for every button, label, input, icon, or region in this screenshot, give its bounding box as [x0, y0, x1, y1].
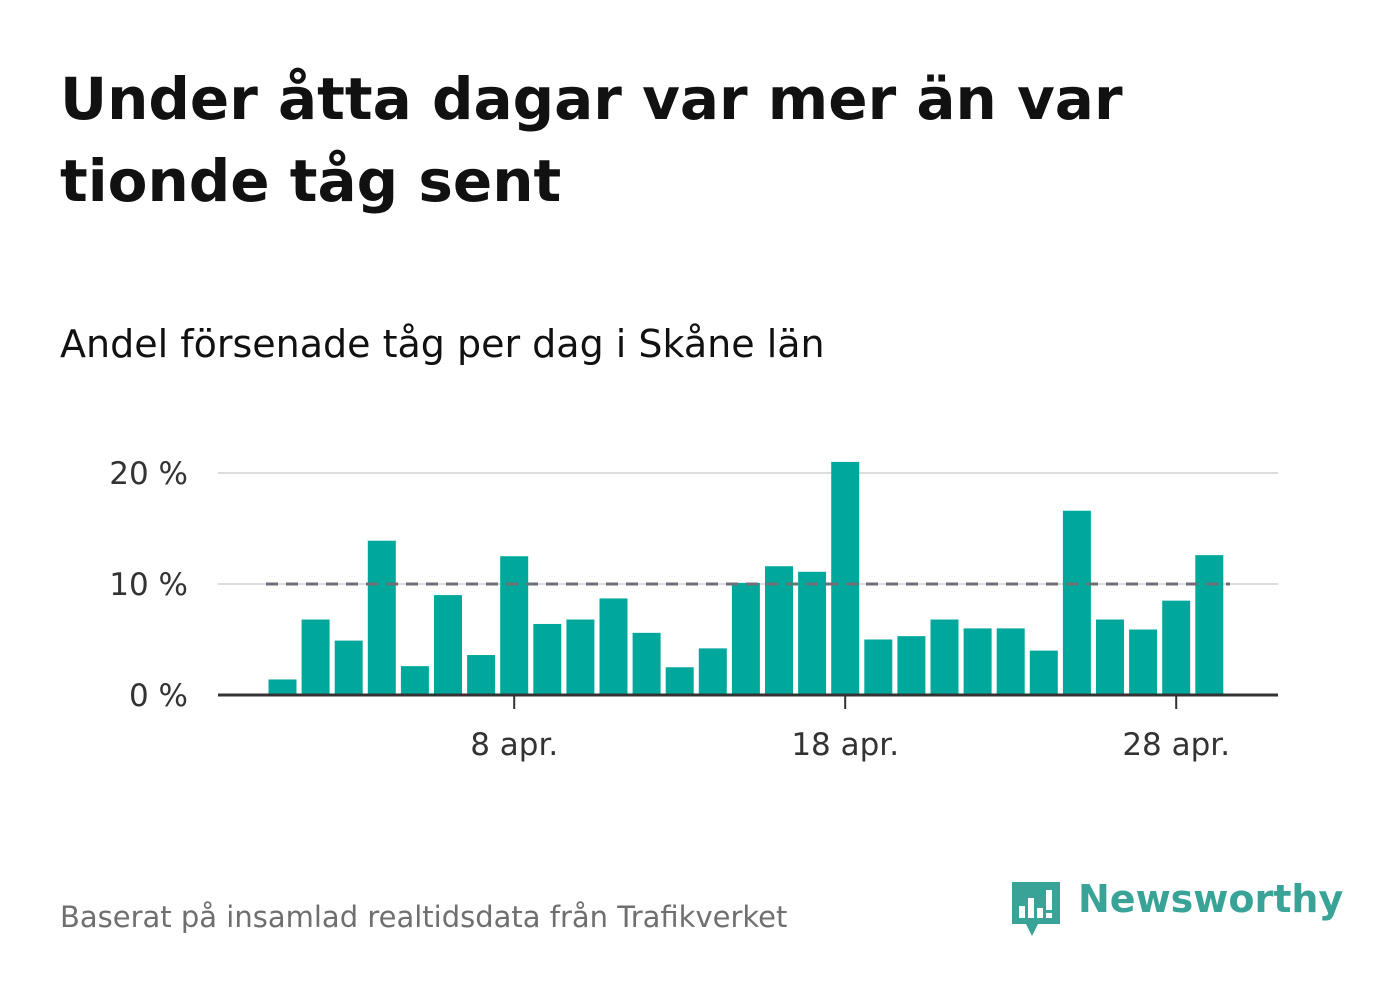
bar — [1062, 510, 1091, 695]
x-tick-label: 8 apr. — [470, 727, 558, 763]
bar — [1129, 629, 1158, 695]
bar — [632, 632, 661, 695]
bar — [1029, 650, 1058, 695]
source-note: Baserat på insamlad realtidsdata från Tr… — [60, 900, 788, 934]
bar — [334, 640, 363, 695]
bar — [533, 623, 562, 695]
bar — [434, 595, 462, 695]
brand-name: Newsworthy — [1078, 877, 1344, 921]
bar — [698, 648, 727, 695]
bar — [1162, 600, 1191, 695]
x-tick-label: 28 apr. — [1122, 727, 1230, 763]
bar — [831, 461, 860, 695]
bar — [996, 628, 1025, 695]
bar — [864, 639, 893, 695]
bar — [930, 619, 959, 695]
bar — [301, 619, 330, 695]
bar — [566, 619, 595, 695]
y-tick-label: 20 % — [109, 456, 188, 492]
bar — [765, 566, 793, 695]
y-tick-label: 0 % — [129, 678, 188, 714]
bar — [599, 598, 628, 695]
bar — [897, 636, 926, 695]
bar — [400, 666, 429, 695]
axes: 0 % 10 % 20 % 8 apr. 18 apr. 28 apr. — [109, 456, 1278, 763]
chart-title: Under åtta dagar var mer än var tionde t… — [60, 65, 1123, 215]
bar — [1195, 555, 1224, 695]
bar — [798, 571, 827, 695]
bar — [731, 582, 760, 695]
x-tick-label: 18 apr. — [791, 727, 899, 763]
bar — [1096, 619, 1124, 695]
bar — [268, 679, 297, 695]
bar — [500, 556, 529, 695]
bars — [268, 461, 1224, 695]
bar — [963, 628, 992, 695]
bar — [665, 667, 694, 695]
chart-subtitle: Andel försenade tåg per dag i Skåne län — [60, 322, 825, 366]
bar-chart-speech-bubble-icon — [1012, 882, 1060, 936]
bar — [367, 540, 396, 695]
y-tick-label: 10 % — [109, 567, 188, 603]
bar — [467, 655, 496, 695]
bar-chart: 0 % 10 % 20 % 8 apr. 18 apr. 28 apr. — [109, 456, 1278, 763]
